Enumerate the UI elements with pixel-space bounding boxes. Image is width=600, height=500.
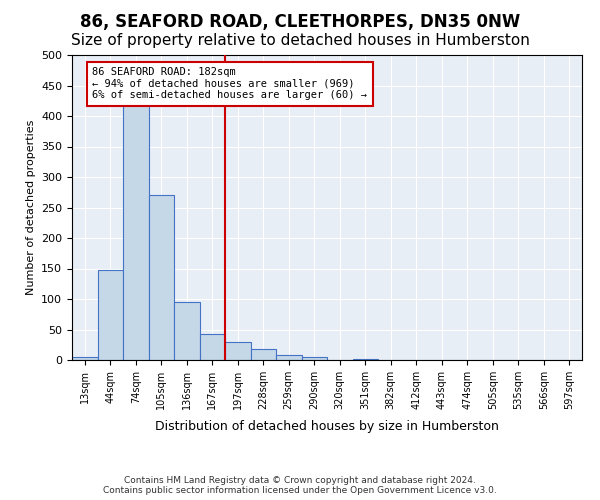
Text: Size of property relative to detached houses in Humberston: Size of property relative to detached ho… [71, 32, 529, 48]
Bar [353, 359, 378, 360]
Bar [97, 270, 123, 360]
Text: Contains HM Land Registry data © Crown copyright and database right 2024.
Contai: Contains HM Land Registry data © Crown c… [103, 476, 497, 495]
Bar [225, 342, 251, 360]
Bar [251, 349, 276, 360]
Bar [149, 196, 174, 360]
Bar [174, 302, 199, 360]
Bar [72, 357, 97, 360]
Bar [302, 357, 327, 360]
Bar [123, 98, 149, 360]
Text: 86 SEAFORD ROAD: 182sqm
← 94% of detached houses are smaller (969)
6% of semi-de: 86 SEAFORD ROAD: 182sqm ← 94% of detache… [92, 67, 367, 100]
Text: 86, SEAFORD ROAD, CLEETHORPES, DN35 0NW: 86, SEAFORD ROAD, CLEETHORPES, DN35 0NW [80, 12, 520, 30]
Bar [276, 355, 302, 360]
Y-axis label: Number of detached properties: Number of detached properties [26, 120, 35, 295]
Bar [199, 334, 225, 360]
X-axis label: Distribution of detached houses by size in Humberston: Distribution of detached houses by size … [155, 420, 499, 433]
